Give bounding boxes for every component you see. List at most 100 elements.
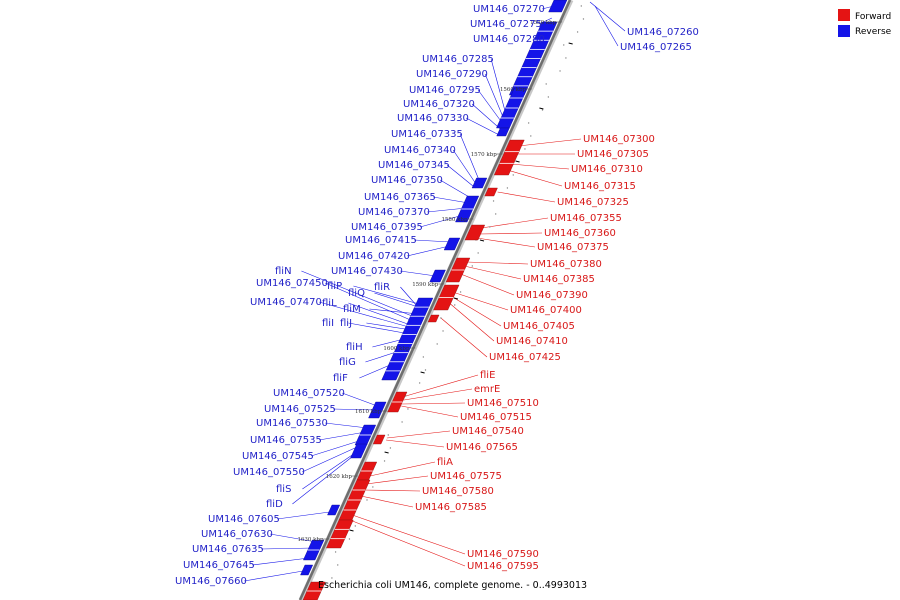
forward-gene-label[interactable]: UM146_07510 — [467, 398, 539, 409]
forward-gene-label[interactable]: UM146_07360 — [544, 228, 616, 239]
reverse-gene-label[interactable]: fliM — [343, 304, 361, 315]
reverse-leader-line — [270, 533, 317, 543]
forward-gene-label[interactable]: UM146_07590 — [467, 549, 539, 560]
reverse-gene-label[interactable]: fliJ — [340, 318, 352, 329]
reverse-gene-block[interactable] — [429, 269, 446, 283]
feature-marker — [492, 200, 495, 202]
forward-gene-label[interactable]: UM146_07585 — [415, 502, 487, 513]
reverse-gene-block[interactable] — [548, 0, 568, 13]
feature-marker — [563, 44, 565, 46]
reverse-gene-label[interactable]: fliR — [374, 282, 390, 293]
reverse-leader-line — [353, 285, 423, 306]
forward-gene-label[interactable]: UM146_07410 — [496, 336, 568, 347]
forward-gene-label[interactable]: UM146_07375 — [537, 242, 609, 253]
reverse-gene-label[interactable]: fliG — [339, 357, 356, 368]
reverse-gene-block[interactable] — [300, 564, 314, 576]
reverse-gene-label[interactable]: UM146_07295 — [409, 85, 481, 96]
reverse-gene-label[interactable]: UM146_07630 — [201, 529, 273, 540]
forward-gene-block[interactable] — [464, 224, 486, 241]
forward-gene-label[interactable]: UM146_07575 — [430, 471, 502, 482]
forward-gene-label[interactable]: UM146_07515 — [460, 412, 532, 423]
reverse-gene-label[interactable]: UM146_07320 — [403, 99, 475, 110]
reverse-gene-label[interactable]: UM146_07430 — [331, 266, 403, 277]
tick-label: 1630 kbp — [297, 537, 324, 543]
reverse-gene-block[interactable] — [368, 401, 387, 419]
forward-gene-label[interactable]: fliA — [437, 457, 453, 468]
reverse-gene-label[interactable]: fliL — [322, 298, 337, 309]
reverse-gene-label[interactable]: fliD — [266, 499, 283, 510]
forward-gene-label[interactable]: UM146_07595 — [467, 561, 539, 572]
reverse-gene-label[interactable]: UM146_07525 — [264, 404, 336, 415]
reverse-gene-label[interactable]: UM146_07545 — [242, 451, 314, 462]
reverse-gene-block[interactable] — [443, 237, 461, 251]
reverse-gene-label[interactable]: UM146_07420 — [338, 251, 410, 262]
legend-reverse-swatch — [838, 25, 850, 37]
reverse-gene-block[interactable] — [496, 127, 510, 137]
genome-track — [298, 0, 585, 600]
feature-marker — [401, 421, 403, 423]
forward-gene-label[interactable]: emrE — [474, 384, 500, 395]
reverse-gene-label[interactable]: UM146_07345 — [378, 160, 450, 171]
forward-gene-label[interactable]: UM146_07325 — [557, 197, 629, 208]
forward-gene-label[interactable]: fliE — [480, 370, 495, 381]
forward-gene-label[interactable]: UM146_07355 — [550, 213, 622, 224]
reverse-leader-line — [261, 547, 314, 550]
forward-gene-label[interactable]: UM146_07385 — [523, 274, 595, 285]
forward-gene-label[interactable]: UM146_07540 — [452, 426, 524, 437]
reverse-leader-line — [459, 133, 480, 181]
reverse-gene-label[interactable]: UM146_07660 — [175, 576, 247, 587]
reverse-gene-label[interactable]: UM146_07260 — [627, 27, 699, 38]
reverse-gene-label[interactable]: UM146_07470 — [250, 297, 322, 308]
reverse-gene-label[interactable]: UM146_07450 — [256, 278, 328, 289]
reverse-gene-label[interactable]: UM146_07370 — [358, 207, 430, 218]
reverse-gene-label[interactable]: fliN — [275, 266, 292, 277]
reverse-gene-label[interactable]: UM146_07270 — [473, 4, 545, 15]
reverse-gene-label[interactable]: fliH — [346, 342, 363, 353]
reverse-gene-label[interactable]: fliP — [327, 281, 342, 292]
forward-gene-label[interactable]: UM146_07315 — [564, 181, 636, 192]
reverse-gene-label[interactable]: UM146_07350 — [371, 175, 443, 186]
reverse-gene-label[interactable]: UM146_07605 — [208, 514, 280, 525]
forward-gene-label[interactable]: UM146_07400 — [510, 305, 582, 316]
reverse-gene-label[interactable]: UM146_07395 — [351, 222, 423, 233]
forward-gene-block[interactable] — [427, 314, 440, 323]
reverse-gene-label[interactable]: fliF — [333, 373, 348, 384]
forward-gene-label[interactable]: UM146_07405 — [503, 321, 575, 332]
reverse-gene-label[interactable]: UM146_07275 — [470, 19, 542, 30]
forward-gene-label[interactable]: UM146_07380 — [530, 259, 602, 270]
forward-gene-label[interactable]: UM146_07305 — [577, 149, 649, 160]
reverse-gene-label[interactable]: UM146_07285 — [422, 54, 494, 65]
forward-gene-block[interactable] — [484, 187, 498, 197]
reverse-gene-label[interactable]: UM146_07365 — [364, 192, 436, 203]
reverse-gene-label[interactable]: UM146_07535 — [250, 435, 322, 446]
forward-gene-label[interactable]: UM146_07565 — [446, 442, 518, 453]
reverse-gene-label[interactable]: UM146_07335 — [391, 129, 463, 140]
forward-gene-label[interactable]: UM146_07390 — [516, 290, 588, 301]
reverse-gene-label[interactable]: UM146_07530 — [256, 418, 328, 429]
feature-marker — [454, 304, 456, 306]
reverse-gene-label[interactable]: UM146_07290 — [416, 69, 488, 80]
reverse-gene-label[interactable]: UM146_07415 — [345, 235, 417, 246]
reverse-gene-label[interactable]: UM146_07340 — [384, 145, 456, 156]
reverse-gene-label[interactable]: fliQ — [348, 288, 365, 299]
reverse-gene-label[interactable]: fliS — [276, 484, 291, 495]
forward-gene-label[interactable]: UM146_07425 — [489, 352, 561, 363]
reverse-gene-label[interactable]: UM146_07330 — [397, 113, 469, 124]
reverse-gene-label[interactable]: UM146_07265 — [620, 42, 692, 53]
forward-gene-label[interactable]: UM146_07300 — [583, 134, 655, 145]
forward-gene-label[interactable]: UM146_07580 — [422, 486, 494, 497]
reverse-gene-block[interactable] — [471, 177, 488, 189]
reverse-gene-block[interactable] — [327, 504, 341, 516]
reverse-leader-line — [465, 117, 500, 136]
reverse-gene-label[interactable]: UM146_07280 — [473, 34, 545, 45]
reverse-gene-label[interactable]: UM146_07635 — [192, 544, 264, 555]
reverse-gene-label[interactable]: UM146_07520 — [273, 388, 345, 399]
reverse-gene-block[interactable] — [350, 443, 368, 459]
tick-label: 1610 kbp — [355, 409, 382, 415]
forward-gene-block[interactable] — [372, 434, 386, 445]
reverse-gene-label[interactable]: UM146_07645 — [183, 560, 255, 571]
gene-features — [300, 0, 568, 600]
reverse-gene-label[interactable]: UM146_07550 — [233, 467, 305, 478]
forward-gene-label[interactable]: UM146_07310 — [571, 164, 643, 175]
reverse-gene-label[interactable]: fliI — [322, 318, 334, 329]
